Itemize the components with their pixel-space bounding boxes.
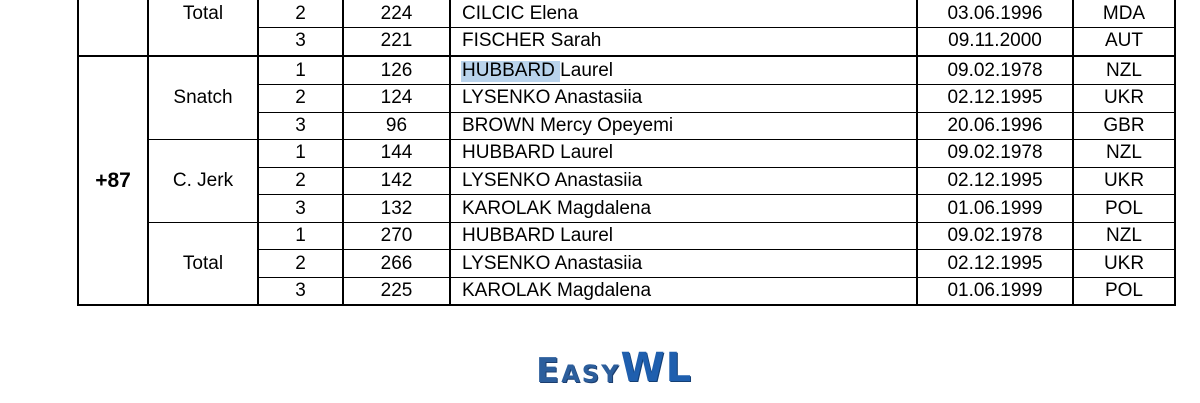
athlete-name: LYSENKO Anastasiia	[462, 252, 643, 274]
result: 124	[380, 87, 413, 109]
birth-date: 02.12.1995	[947, 169, 1043, 191]
rank: 3	[295, 114, 306, 136]
lift-name: Total	[182, 252, 224, 274]
athlete-name: LYSENKO Anastasiia	[462, 87, 643, 109]
table-border	[258, 166, 1175, 168]
result: 144	[380, 142, 413, 164]
birth-date: 01.06.1999	[947, 197, 1043, 219]
table-border	[148, 139, 1175, 141]
table-border	[258, 83, 1175, 86]
table-border	[258, 111, 1175, 113]
table-border	[147, 0, 149, 306]
result: 225	[380, 280, 413, 302]
birth-date: 09.02.1978	[947, 59, 1043, 81]
table-border	[77, 0, 79, 306]
logo-text: WL	[620, 345, 693, 391]
rank: 2	[295, 87, 306, 109]
birth-date: 02.12.1995	[947, 87, 1043, 109]
nation: AUT	[1105, 30, 1143, 52]
athlete-name: KAROLAK Magdalena	[462, 280, 652, 302]
lift-name: C. Jerk	[172, 169, 234, 191]
logo: Easy WL	[536, 340, 726, 388]
nation: POL	[1104, 197, 1144, 219]
birth-date: 01.06.1999	[947, 280, 1043, 302]
rank: 3	[295, 280, 306, 302]
athlete-name: HUBBARD Laurel	[462, 59, 613, 81]
rank: 2	[295, 2, 306, 24]
nation: POL	[1104, 280, 1144, 302]
nation: NZL	[1106, 59, 1142, 81]
table-border	[342, 0, 344, 306]
result: 221	[380, 30, 413, 52]
athlete-name: LYSENKO Anastasiia	[462, 169, 643, 191]
athlete-name: FISCHER Sarah	[462, 30, 602, 52]
birth-date: 09.11.2000	[948, 30, 1042, 52]
rank: 1	[295, 59, 306, 81]
text-selection	[461, 61, 560, 82]
birth-date: 03.06.1996	[947, 2, 1043, 24]
rank: 1	[295, 142, 306, 164]
table-border	[258, 276, 1175, 279]
lift-name: Snatch	[173, 87, 233, 109]
result: 96	[385, 114, 408, 136]
nation: NZL	[1106, 225, 1142, 247]
result: 270	[380, 225, 413, 247]
rank: 1	[295, 225, 306, 247]
nation: MDA	[1102, 2, 1146, 24]
athlete-name: HUBBARD Laurel	[462, 225, 613, 247]
birth-date: 09.02.1978	[947, 142, 1043, 164]
table-border	[916, 0, 918, 306]
table-border	[78, 303, 1175, 307]
table-border	[78, 54, 1175, 58]
logo-text: Easy	[536, 351, 621, 391]
result: 126	[380, 59, 413, 81]
table-border	[148, 221, 1175, 223]
rank: 2	[295, 252, 306, 274]
nation: UKR	[1103, 252, 1145, 274]
nation: NZL	[1106, 142, 1142, 164]
rank: 3	[295, 197, 306, 219]
birth-date: 09.02.1978	[947, 225, 1043, 247]
lift-name: Total	[182, 2, 224, 24]
nation: UKR	[1103, 87, 1145, 109]
table-border	[258, 194, 1175, 196]
table-border	[1072, 0, 1074, 306]
birth-date: 20.06.1996	[947, 114, 1043, 136]
result: 132	[380, 197, 413, 219]
rank: 2	[295, 169, 306, 191]
table-border	[1174, 0, 1176, 306]
athlete-name: HUBBARD Laurel	[462, 142, 613, 164]
result: 224	[380, 2, 413, 24]
athlete-name: BROWN Mercy Opeyemi	[462, 114, 674, 136]
weight-class: +87	[95, 169, 131, 192]
nation: GBR	[1103, 114, 1145, 136]
athlete-name: CILCIC Elena	[462, 2, 579, 24]
table-border	[258, 26, 1175, 29]
nation: UKR	[1103, 169, 1145, 191]
table-border	[258, 249, 1175, 251]
table-border	[449, 0, 451, 306]
rank: 3	[295, 30, 306, 52]
athlete-name: KAROLAK Magdalena	[462, 197, 652, 219]
result: 266	[380, 252, 413, 274]
result: 142	[380, 169, 413, 191]
table-border	[257, 0, 259, 306]
birth-date: 02.12.1995	[947, 252, 1043, 274]
